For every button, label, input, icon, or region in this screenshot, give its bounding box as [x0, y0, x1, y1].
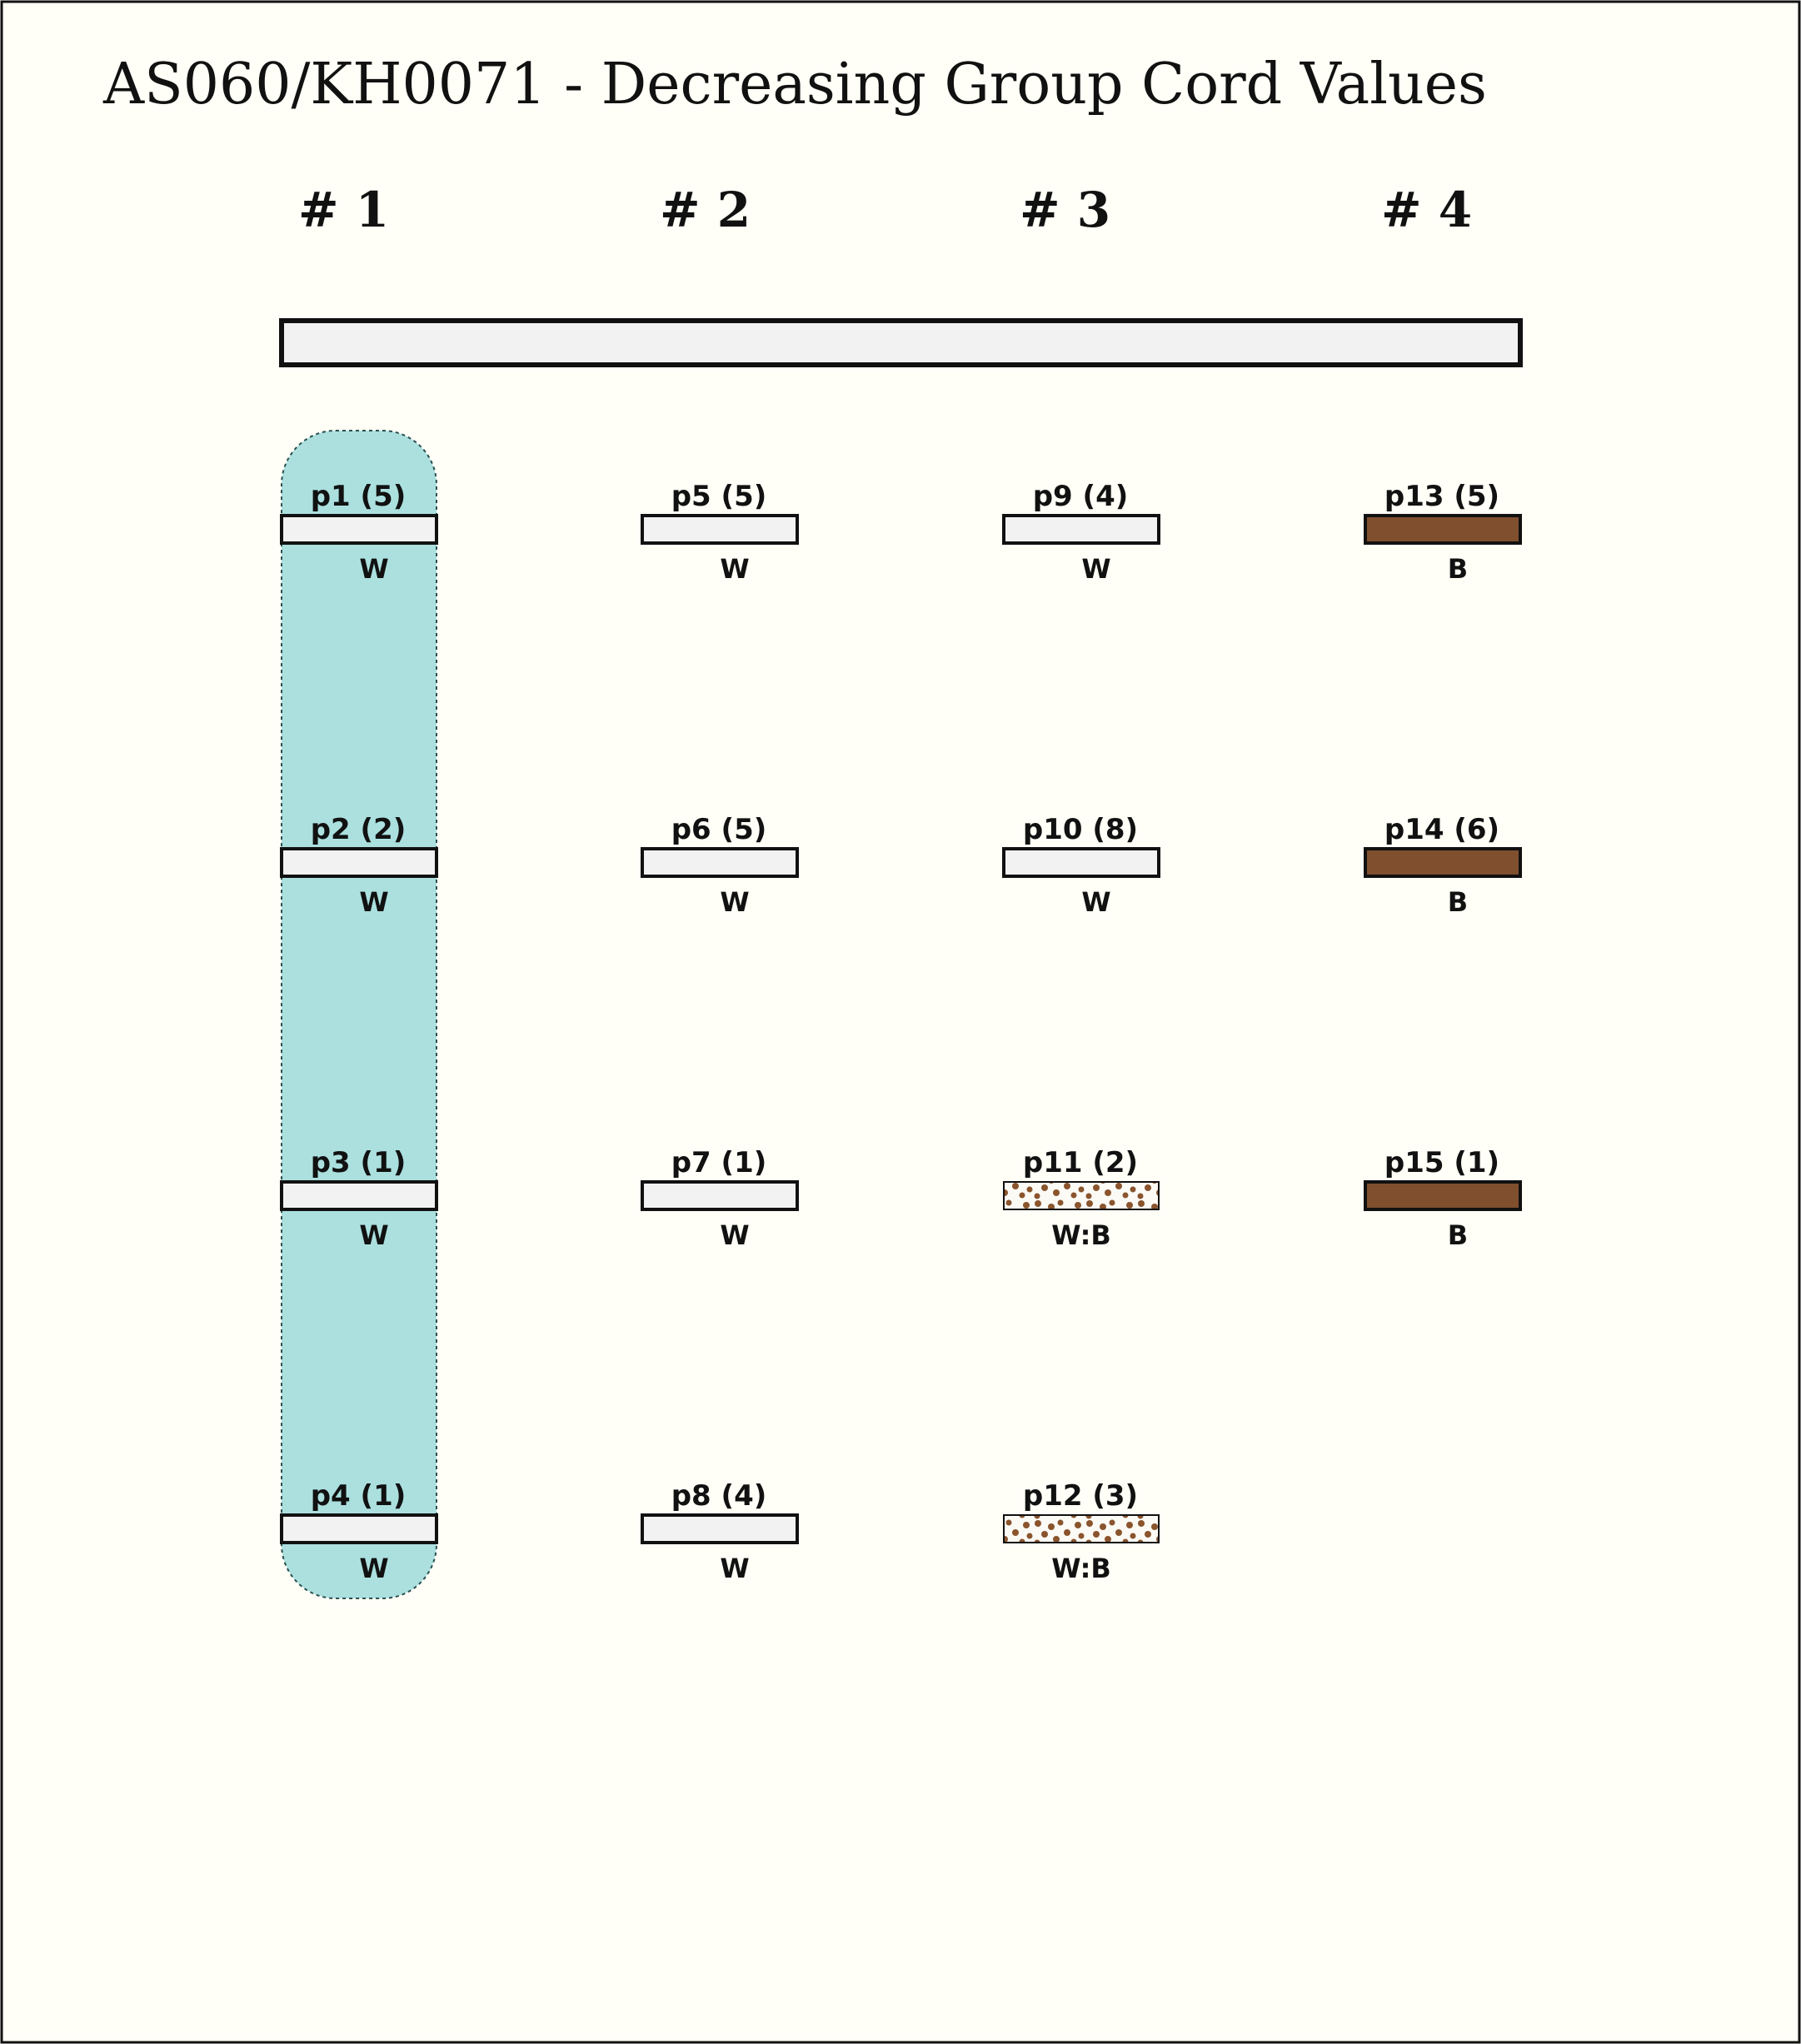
primary-cord — [279, 318, 1523, 367]
pendant-cord — [1003, 1514, 1160, 1543]
pendant-cord — [641, 1513, 799, 1544]
cord-color-label: B — [1448, 886, 1468, 918]
cord-color-label: W — [1081, 886, 1110, 918]
cord-color-label: W — [720, 1553, 749, 1584]
pendant-cord — [280, 514, 438, 545]
pendant-label: p13 (5) — [1384, 480, 1499, 513]
cord-color-label: W — [359, 886, 388, 918]
pendant-cord — [280, 1513, 438, 1544]
pendant-cord — [641, 847, 799, 878]
group-highlight-band — [281, 430, 437, 1599]
pendant-cord — [641, 514, 799, 545]
pendant-label: p14 (6) — [1384, 813, 1499, 846]
pendant-label: p15 (1) — [1384, 1146, 1499, 1179]
group-label: # 2 — [660, 182, 751, 238]
cord-color-label: B — [1448, 553, 1468, 585]
pendant-label: p2 (2) — [311, 813, 407, 846]
cord-color-label: W — [720, 553, 749, 585]
cord-color-label: B — [1448, 1219, 1468, 1251]
pendant-cord — [1364, 1180, 1522, 1211]
pendant-label: p3 (1) — [311, 1146, 407, 1179]
cord-color-label: W:B — [1051, 1219, 1111, 1251]
cord-color-label: W — [359, 553, 388, 585]
diagram-title: AS060/KH0071 - Decreasing Group Cord Val… — [102, 52, 1487, 117]
pendant-label: p11 (2) — [1023, 1146, 1138, 1179]
pendant-label: p9 (4) — [1033, 480, 1129, 513]
pendant-cord — [641, 1180, 799, 1211]
pendant-cord — [1002, 847, 1160, 878]
pendant-cord — [280, 847, 438, 878]
group-label: # 4 — [1381, 182, 1472, 238]
pendant-label: p10 (8) — [1023, 813, 1138, 846]
cord-color-label: W:B — [1051, 1553, 1111, 1584]
pendant-cord — [1364, 847, 1522, 878]
pendant-cord — [1364, 514, 1522, 545]
pendant-label: p1 (5) — [311, 480, 407, 513]
pendant-label: p5 (5) — [671, 480, 767, 513]
group-label: # 1 — [298, 182, 389, 238]
pendant-label: p12 (3) — [1023, 1479, 1138, 1513]
cord-color-label: W — [720, 886, 749, 918]
group-label: # 3 — [1020, 182, 1110, 238]
pendant-cord — [1003, 1181, 1160, 1210]
cord-color-label: W — [1081, 553, 1110, 585]
pendant-label: p4 (1) — [311, 1479, 407, 1513]
cord-color-label: W — [720, 1219, 749, 1251]
pendant-cord — [1002, 514, 1160, 545]
pendant-label: p7 (1) — [671, 1146, 767, 1179]
pendant-label: p8 (4) — [671, 1479, 767, 1513]
pendant-label: p6 (5) — [671, 813, 767, 846]
cord-color-label: W — [359, 1219, 388, 1251]
pendant-cord — [280, 1180, 438, 1211]
cord-color-label: W — [359, 1553, 388, 1584]
